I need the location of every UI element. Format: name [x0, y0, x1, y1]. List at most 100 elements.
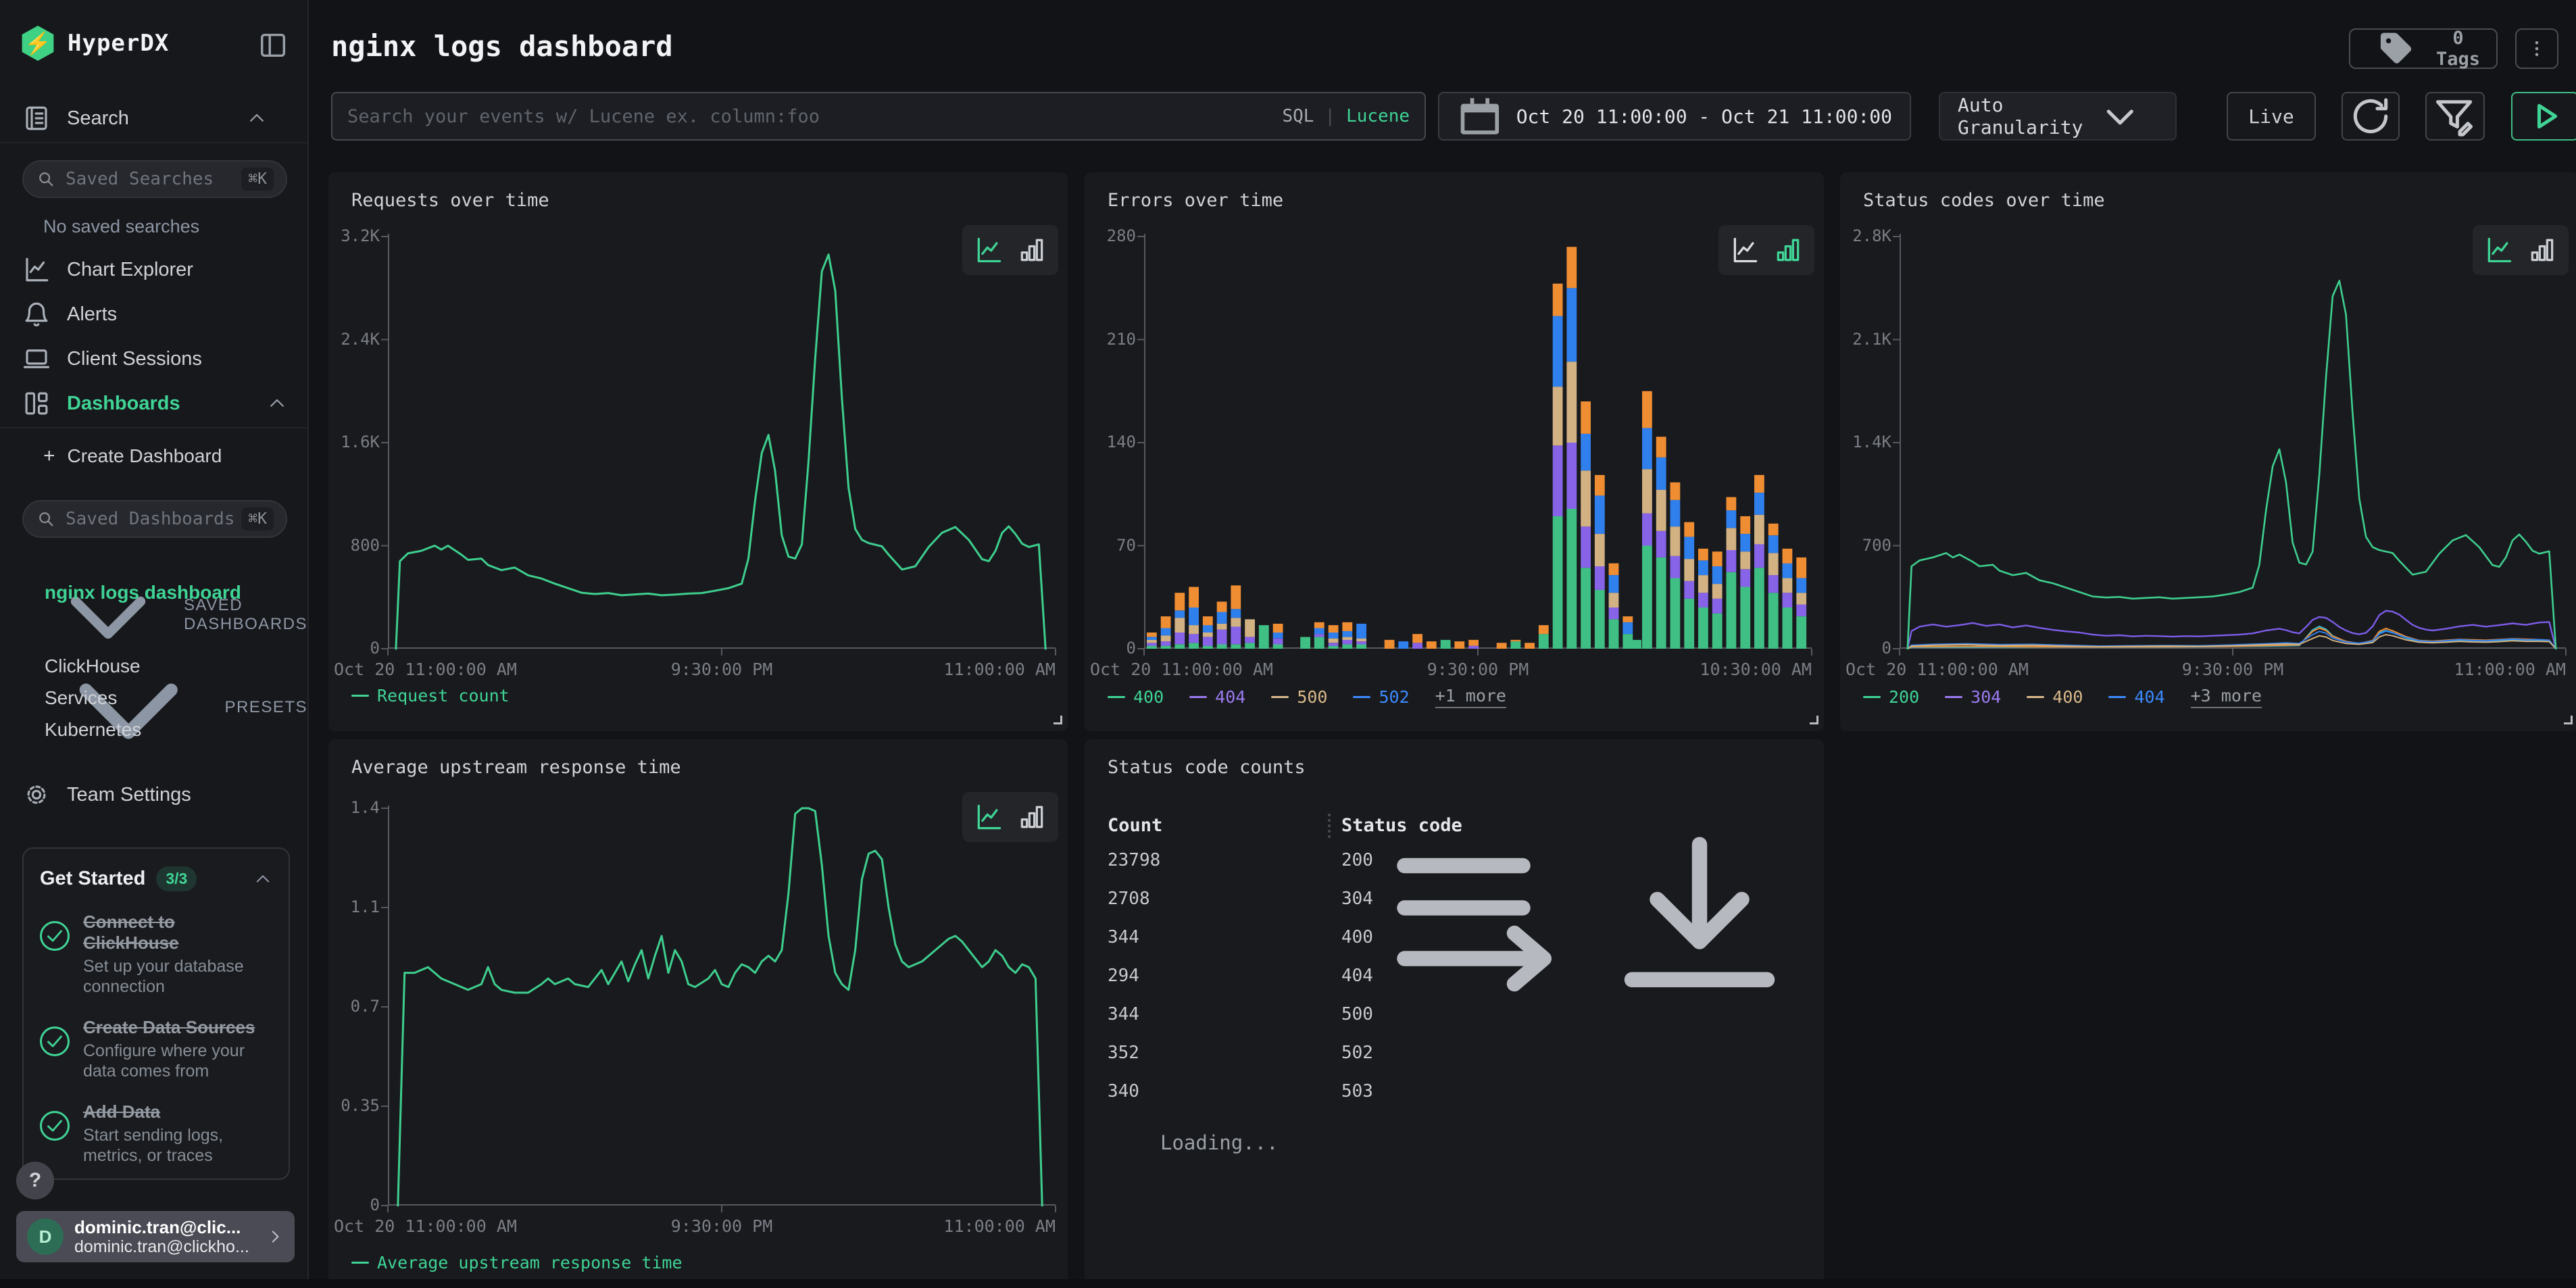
y-axis-label: 210 — [1106, 329, 1136, 349]
app-logo[interactable]: ⚡ HyperDX — [20, 26, 169, 61]
bar-chart-toggle-icon[interactable] — [1016, 235, 1047, 265]
legend-swatch — [1945, 696, 1963, 698]
legend-item[interactable]: Request count — [351, 686, 510, 705]
divider — [0, 427, 307, 428]
column-header-status-code[interactable]: Status code — [1341, 815, 1462, 836]
x-axis-labels: Oct 20 11:00:00 AM 9:30:00 PM 11:00:00 AM — [334, 660, 1056, 683]
granularity-dropdown[interactable]: Auto Granularity — [1939, 92, 2177, 141]
x-axis-label: 9:30:00 PM — [670, 1216, 773, 1236]
column-resize-handle[interactable] — [1328, 814, 1331, 838]
legend-swatch — [2108, 696, 2127, 698]
run-query-button[interactable] — [2511, 92, 2576, 141]
chart-canvas[interactable] — [1137, 234, 1812, 655]
panel-resize-handle[interactable] — [2564, 716, 2573, 724]
legend-item[interactable]: 500 — [1271, 687, 1327, 707]
line-chart-toggle-icon[interactable] — [1729, 235, 1760, 265]
sidebar-item-client-sessions[interactable]: Client Sessions — [22, 345, 287, 373]
main-content: nginx logs dashboard 0 Tags Search your … — [309, 0, 2576, 1288]
legend-label: 200 — [1889, 687, 1920, 707]
panel-average-upstream-response-time: Average upstream response time 0 0.35 0.7 1… — [328, 739, 1068, 1288]
get-started-item-sources[interactable]: Create Data Sources Configure where your… — [40, 1017, 272, 1081]
legend-swatch — [1271, 696, 1289, 698]
line-chart-toggle-icon[interactable] — [973, 802, 1004, 832]
bar-chart-toggle-icon[interactable] — [2527, 235, 2558, 265]
bar-chart-toggle-icon[interactable] — [1016, 802, 1047, 832]
chart-legend: 400 404 500 502 +1 more — [1108, 686, 1506, 708]
legend-item[interactable]: 200 — [1863, 687, 1919, 707]
filter-button[interactable] — [2425, 92, 2485, 141]
create-dashboard-button[interactable]: + Create Dashboard — [43, 445, 222, 468]
no-saved-searches-note: No saved searches — [43, 216, 200, 237]
sidebar-item-kubernetes[interactable]: Kubernetes — [45, 719, 142, 740]
chevron-down-icon — [2107, 109, 2134, 125]
legend-item[interactable]: 400 — [1108, 687, 1164, 707]
lucene-toggle[interactable]: Lucene — [1346, 106, 1410, 126]
legend-label: 502 — [1379, 687, 1410, 707]
legend-more-link[interactable]: +3 more — [2190, 686, 2262, 708]
sidebar-item-clickhouse[interactable]: ClickHouse — [45, 655, 141, 676]
date-range-picker[interactable]: Oct 20 11:00:00 - Oct 21 11:00:00 — [1438, 92, 1911, 141]
y-axis-label: 0.7 — [350, 997, 380, 1016]
table-row: 352 502 — [1108, 1033, 1801, 1072]
cell-count: 340 — [1108, 1081, 1139, 1101]
sidebar-collapse-icon[interactable] — [257, 30, 289, 61]
table-header: Count Status code — [1108, 812, 1801, 992]
app-logo-text: HyperDX — [68, 30, 170, 57]
legend-swatch — [351, 1262, 369, 1264]
chart-canvas[interactable] — [381, 806, 1056, 1212]
chart-legend: 200 304 400 404 +3 more — [1863, 686, 2262, 708]
sidebar-item-nginx-logs-dashboard[interactable]: nginx logs dashboard — [45, 582, 241, 603]
sidebar-item-chart-explorer[interactable]: Chart Explorer — [22, 255, 287, 284]
sort-icon[interactable] — [1379, 815, 1582, 1018]
legend-item[interactable]: 304 — [1945, 687, 2001, 707]
task-title: Create Data Sources — [83, 1017, 255, 1037]
chart-canvas[interactable] — [381, 234, 1056, 655]
line-chart-toggle-icon[interactable] — [973, 235, 1004, 265]
help-button[interactable]: ? — [16, 1162, 54, 1199]
get-started-item-add-data[interactable]: Add Data Start sending logs, metrics, or… — [40, 1101, 272, 1166]
presets-section-header[interactable]: PRESETS — [43, 622, 307, 793]
live-button[interactable]: Live — [2227, 92, 2316, 141]
chart-canvas[interactable] — [1893, 234, 2567, 655]
get-started-item-connect[interactable]: Connect to ClickHouse Set up your databa… — [40, 912, 272, 997]
legend-item[interactable]: Average upstream response time — [351, 1253, 683, 1272]
bar-chart-toggle-icon[interactable] — [1773, 235, 1804, 265]
sidebar-item-team-settings[interactable]: Team Settings — [22, 781, 287, 809]
panel-status-codes-over-time: Status codes over time 0 700 1.4K 2.1K 2.8K O… — [1840, 172, 2576, 731]
create-dashboard-label: Create Dashboard — [67, 445, 222, 466]
y-axis-label: 280 — [1106, 226, 1136, 245]
task-title: Add Data — [83, 1101, 161, 1122]
tags-button[interactable]: 0 Tags — [2349, 28, 2498, 70]
horizontal-scrollbar-track[interactable] — [0, 1279, 2576, 1288]
column-header-count[interactable]: Count — [1108, 815, 1163, 836]
table-row: 344 400 — [1108, 918, 1801, 956]
download-icon[interactable] — [1598, 815, 1801, 1018]
legend-item[interactable]: 404 — [2108, 687, 2165, 707]
x-axis-label: Oct 20 11:00:00 AM — [334, 660, 517, 679]
kebab-menu-button[interactable] — [2515, 28, 2558, 69]
sql-toggle[interactable]: SQL — [1282, 106, 1314, 126]
legend-item[interactable]: 404 — [1189, 687, 1245, 707]
chevron-up-icon[interactable] — [253, 870, 272, 889]
sidebar-item-services[interactable]: Services — [45, 687, 118, 708]
legend-swatch — [351, 695, 369, 697]
sidebar-item-alerts[interactable]: Alerts — [22, 300, 287, 328]
saved-dashboards-section-header[interactable]: SAVED DASHBOARDS — [43, 550, 307, 680]
query-language-toggle[interactable]: SQL | Lucene — [1282, 106, 1410, 126]
legend-item[interactable]: 400 — [2027, 687, 2083, 707]
get-started-progress-badge: 3/3 — [156, 866, 197, 891]
sidebar-section-search[interactable]: Search — [22, 104, 287, 132]
panel-resize-handle[interactable] — [1054, 716, 1062, 724]
panel-resize-handle[interactable] — [1810, 716, 1818, 724]
legend-more-link[interactable]: +1 more — [1435, 686, 1506, 708]
sidebar-item-dashboards[interactable]: Dashboards — [22, 389, 287, 418]
refresh-button[interactable] — [2342, 92, 2400, 141]
line-chart-toggle-icon[interactable] — [2483, 235, 2515, 265]
event-search-input[interactable]: Search your events w/ Lucene ex. column:… — [331, 92, 1426, 141]
get-started-card: Get Started 3/3 Connect to ClickHouse Se… — [22, 847, 290, 1180]
calendar-icon — [1460, 98, 1500, 134]
saved-dashboards-input[interactable]: Saved Dashboards ⌘K — [22, 500, 287, 538]
user-account-card[interactable]: D dominic.tran@clic... dominic.tran@clic… — [16, 1211, 295, 1262]
legend-item[interactable]: 502 — [1353, 687, 1410, 707]
saved-searches-input[interactable]: Saved Searches ⌘K — [22, 160, 287, 198]
